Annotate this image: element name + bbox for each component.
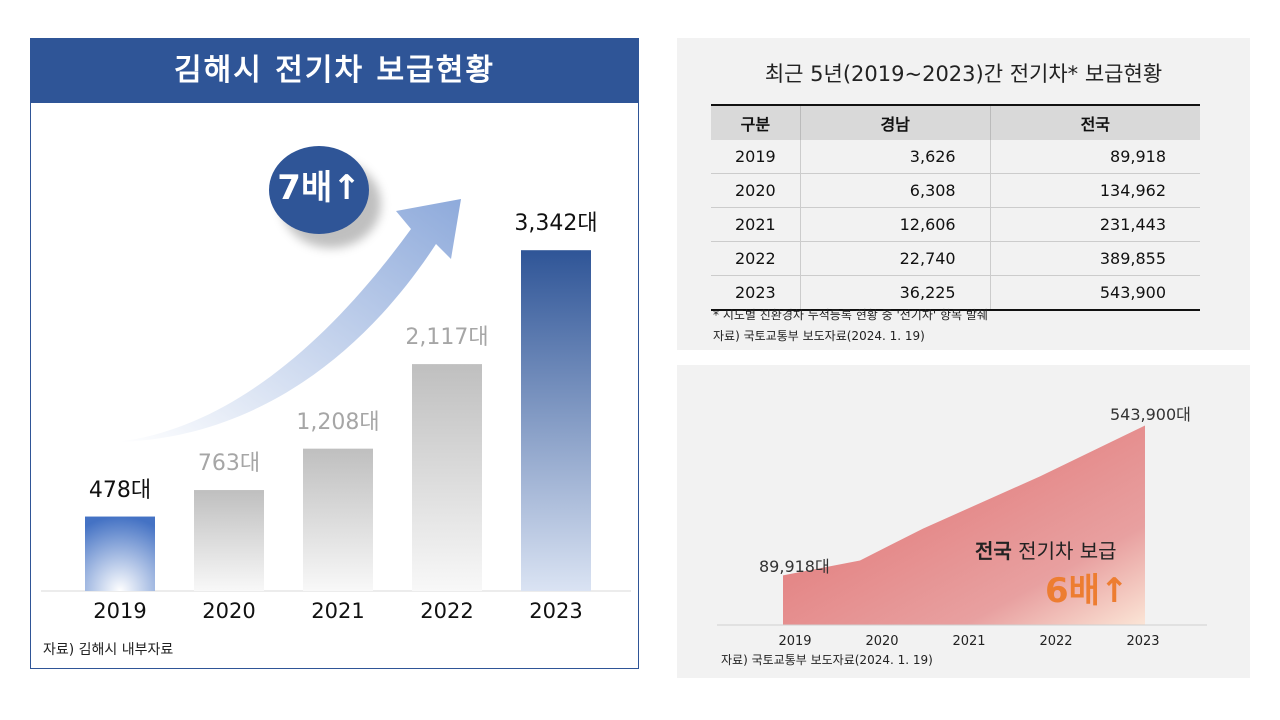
bar-value-label: 478대 (88, 477, 152, 503)
bar-2020 (194, 490, 264, 591)
col-header: 전국 (989, 104, 1200, 140)
gimhae-bar-chart (41, 199, 631, 592)
table-cell: 134,962 (989, 173, 1200, 208)
bar-value-label: 2,117대 (405, 325, 489, 351)
table-row: 2021 12,606 231,443 (711, 207, 1200, 242)
growth-badge: 7배↑ (269, 146, 369, 234)
col-header: 경남 (799, 104, 991, 140)
col-header: 구분 (711, 104, 801, 140)
bar-2023 (521, 250, 591, 591)
table-cell: 2019 (711, 140, 801, 174)
end-value-label: 543,900대 (1110, 405, 1191, 424)
growth-arrow (116, 199, 461, 442)
table-footnote: * 시도별 친환경차 누적등록 현황 중 '전기차' 항목 발췌 (713, 308, 988, 322)
x-tick-label: 2019 (778, 634, 811, 649)
table-cell: 543,900 (989, 275, 1200, 311)
source-note: 자료) 김해시 내부자료 (43, 642, 174, 658)
x-tick-label: 2020 (865, 634, 898, 649)
table-cell: 2021 (711, 207, 801, 242)
x-tick-label: 2021 (952, 634, 985, 649)
bar-2019 (85, 516, 155, 591)
area-source: 자료) 국토교통부 보도자료(2024. 1. 19) (721, 653, 933, 667)
national-area-panel: 2019 2020 2021 2022 2023 89,918대 543,900대 전국… (677, 365, 1250, 678)
table-cell: 231,443 (989, 207, 1200, 242)
table-title: 최근 5년(2019~2023)간 전기차* 보급현황 (764, 62, 1163, 86)
table-cell: 2023 (711, 275, 801, 311)
x-tick-label: 2021 (311, 599, 365, 623)
ev-table-panel: 최근 5년(2019~2023)간 전기차* 보급현황 구분 경남 전국 201… (677, 38, 1250, 350)
table-cell: 2022 (711, 241, 801, 276)
table-cell: 36,225 (799, 275, 991, 311)
x-tick-label: 2020 (202, 599, 256, 623)
x-tick-label: 2022 (1039, 634, 1072, 649)
x-tick-label: 2019 (93, 599, 147, 623)
table-row: 2020 6,308 134,962 (711, 173, 1200, 208)
gimhae-ev-panel: 김해시 전기차 보급현황 7배↑ 478대 2019 763대 2020 1,208대 2… (30, 38, 639, 669)
caption: 전국 전기차 보급 (975, 535, 1117, 564)
table-cell: 22,740 (799, 241, 991, 276)
table-cell: 12,606 (799, 207, 991, 242)
national-area-chart: 2019 2020 2021 2022 2023 (717, 425, 1207, 649)
area-series (783, 425, 1145, 625)
table-row: 2023 36,225 543,900 (711, 275, 1200, 311)
table-row: 2022 22,740 389,855 (711, 241, 1200, 276)
caption-bold: 전국 (975, 539, 1012, 563)
x-tick-label: 2022 (420, 599, 474, 623)
table-cell: 6,308 (799, 173, 991, 208)
bar-value-label: 763대 (197, 451, 261, 477)
bar-2022 (412, 364, 482, 591)
bar-value-label: 3,342대 (514, 211, 598, 237)
table-cell: 2020 (711, 173, 801, 208)
panel-title: 김해시 전기차 보급현황 (31, 39, 638, 103)
ev-table: 구분 경남 전국 2019 3,626 89,918 2020 6,308 134,962… (711, 104, 1200, 311)
x-tick-label: 2023 (529, 599, 583, 623)
table-source: 자료) 국토교통부 보도자료(2024. 1. 19) (713, 329, 925, 343)
bar-2021 (303, 448, 373, 591)
start-value-label: 89,918대 (759, 557, 830, 576)
multiplier: 6배↑ (1045, 571, 1129, 611)
bar-value-label: 1,208대 (296, 409, 380, 435)
caption-text: 전기차 보급 (1018, 539, 1117, 563)
table-row: 2019 3,626 89,918 (711, 140, 1200, 174)
x-tick-label: 2023 (1126, 634, 1159, 649)
table-cell: 389,855 (989, 241, 1200, 276)
table-cell: 89,918 (989, 140, 1200, 174)
table-cell: 3,626 (799, 140, 991, 174)
